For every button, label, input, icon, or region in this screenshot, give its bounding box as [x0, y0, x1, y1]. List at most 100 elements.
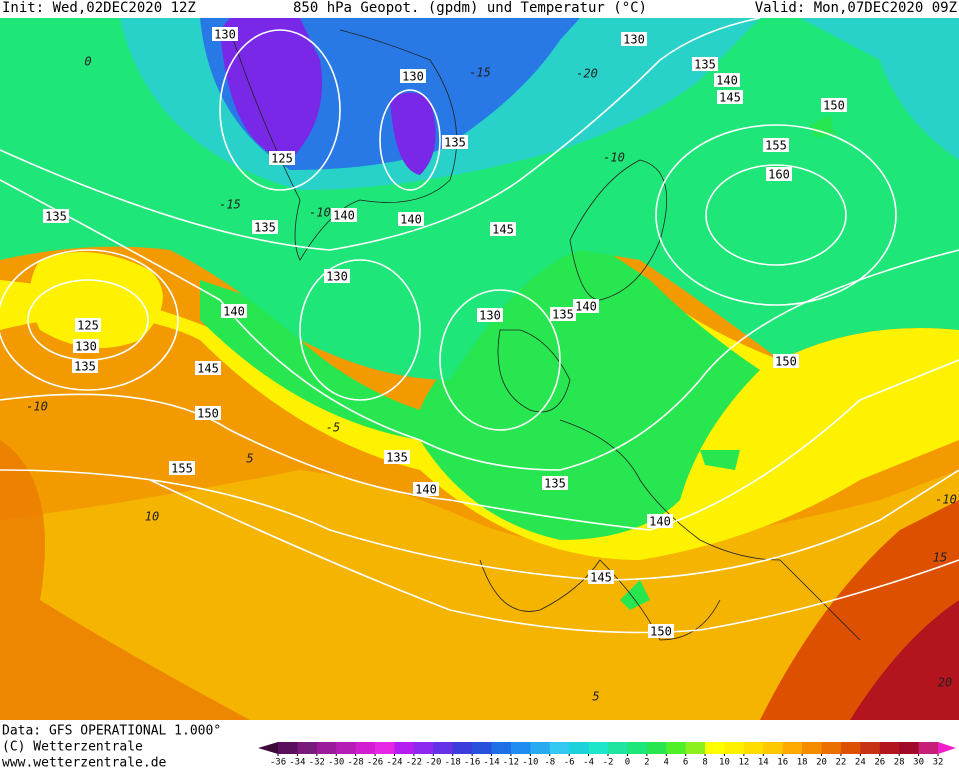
colorbar-tick-label: 4	[664, 758, 669, 768]
geopotential-label: 140	[575, 300, 597, 314]
colorbar-swatch	[724, 742, 745, 754]
geopotential-label: 130	[214, 28, 236, 42]
geopotential-label: 145	[719, 91, 741, 105]
label-box	[717, 90, 743, 104]
init-time: Init: Wed,02DEC2020 12Z	[2, 0, 196, 16]
temperature-label: -20	[576, 67, 598, 81]
label-box	[766, 167, 792, 181]
label-box	[648, 624, 674, 638]
label-box	[490, 222, 516, 236]
colorbar-tick-label: 18	[797, 758, 808, 768]
colorbar-tick-label: 30	[913, 758, 924, 768]
label-box	[413, 482, 439, 496]
colorbar-swatch	[840, 742, 861, 754]
temperature-label: 20	[938, 676, 952, 690]
colorbar-tick-label: -24	[386, 758, 402, 768]
colorbar-swatch	[782, 742, 803, 754]
temperature-label: -5	[326, 421, 340, 435]
label-box	[73, 339, 99, 353]
colorbar-tick-label: -26	[367, 758, 383, 768]
label-box	[542, 476, 568, 490]
colorbar-swatch	[316, 742, 337, 754]
temperature-label: -10	[26, 400, 48, 414]
label-box	[588, 570, 614, 584]
colorbar-tick-label: -32	[309, 758, 325, 768]
geopotential-label: 130	[326, 270, 348, 284]
label-box	[169, 461, 195, 475]
colorbar-swatch	[627, 742, 648, 754]
colorbar-tick-label: -36	[270, 758, 286, 768]
label-box	[72, 359, 98, 373]
geopotential-label: 150	[650, 625, 672, 639]
geopotential-label: 140	[223, 305, 245, 319]
geopotential-label: 130	[479, 309, 501, 323]
colorbar-swatch	[297, 742, 318, 754]
temperature-label: -10	[603, 151, 625, 165]
temperature-label: -15	[469, 66, 491, 80]
colorbar-tick-label: 8	[702, 758, 707, 768]
geopotential-label: 155	[765, 139, 787, 153]
label-box	[195, 361, 221, 375]
colorbar-swatch	[433, 742, 454, 754]
temperature-label: 5	[246, 452, 253, 466]
geopotential-label: 150	[823, 99, 845, 113]
colorbar: -36 -34 -32 -30 -28 -26 -24 -22 -20 -18 -16 -14 -12-…	[258, 742, 956, 768]
label-box	[714, 73, 740, 87]
colorbar-tick-label: -2	[603, 758, 614, 768]
temperature-label: -15	[219, 198, 241, 212]
temperature-label: 5	[592, 690, 599, 704]
colorbar-tick-label: -16	[464, 758, 480, 768]
colorbar-tick-label: -8	[544, 758, 555, 768]
geopotential-label: 135	[552, 308, 574, 322]
geopotential-label: 145	[197, 362, 219, 376]
geopotential-label: 140	[415, 483, 437, 497]
colorbar-arrow	[938, 742, 956, 754]
colorbar-tick-label: -12	[503, 758, 519, 768]
colorbar-tick-label: 16	[777, 758, 788, 768]
data-source: Data: GFS OPERATIONAL 1.000°	[2, 724, 221, 739]
colorbar-tick-label: -22	[406, 758, 422, 768]
coastlines	[229, 29, 861, 641]
label-box	[398, 212, 424, 226]
temperature-label: 15	[933, 551, 947, 565]
colorbar-tick-label: -28	[348, 758, 364, 768]
colorbar-tick-label: -4	[583, 758, 594, 768]
copyright: (C) Wetterzentrale	[2, 740, 143, 755]
colorbar-tick-label: 10	[719, 758, 730, 768]
label-box	[821, 98, 847, 112]
colorbar-swatch	[413, 742, 434, 754]
colorbar-swatch	[278, 742, 298, 754]
label-box	[550, 307, 576, 321]
colorbar-swatch	[918, 742, 939, 754]
valid-time: Valid: Mon,07DEC2020 09Z	[755, 0, 957, 16]
geopotential-label: 145	[590, 571, 612, 585]
geopotential-label: 135	[254, 221, 276, 235]
colorbar-swatch	[666, 742, 687, 754]
geopotential-label: 140	[649, 515, 671, 529]
label-box	[400, 69, 426, 83]
geopotential-label: 125	[271, 152, 293, 166]
colorbar-swatch	[375, 742, 395, 754]
geopotential-label: 135	[386, 451, 408, 465]
colorbar-tick-label: -18	[445, 758, 461, 768]
temperature-label: -10	[935, 493, 957, 507]
label-box	[324, 269, 350, 283]
label-box	[647, 514, 673, 528]
geopotential-label: 145	[492, 223, 514, 237]
website: www.wetterzentrale.de	[2, 756, 167, 770]
colorbar-tick-label: 26	[874, 758, 885, 768]
label-box	[212, 27, 238, 41]
label-box	[252, 220, 278, 234]
colorbar-swatch	[608, 742, 628, 754]
colorbar-tick-label: -34	[289, 758, 305, 768]
colorbar-tick-label: 28	[894, 758, 905, 768]
label-box	[773, 354, 799, 368]
colorbar-swatch	[802, 742, 823, 754]
geopotential-label: 150	[197, 407, 219, 421]
label-box	[195, 406, 221, 420]
label-box	[384, 450, 410, 464]
colorbar-tick-label: -20	[425, 758, 441, 768]
geopotential-label: 150	[775, 355, 797, 369]
colorbar-tick-label: 12	[738, 758, 749, 768]
